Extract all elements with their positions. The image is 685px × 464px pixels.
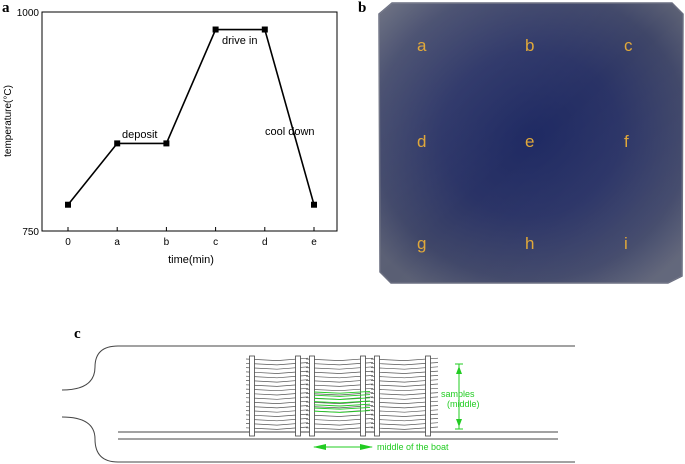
x-tick-label-e: e	[311, 237, 317, 248]
wafer-label-g: g	[417, 234, 427, 253]
samples-arrow-head-up	[456, 366, 462, 374]
tube-outline	[61, 345, 575, 391]
x-tick-label-b: b	[164, 237, 170, 248]
tube-outline-lower	[61, 416, 575, 463]
wafer-label-h: h	[525, 234, 535, 253]
annotation-deposit: deposit	[122, 129, 157, 141]
boat-post	[249, 355, 255, 437]
wafer-label-c: c	[624, 36, 633, 55]
annotation-cool-down: cool down	[265, 126, 315, 138]
boat-post	[295, 355, 301, 437]
boat-middle-arrow-left	[313, 444, 326, 450]
data-point-e	[311, 201, 317, 208]
wafer-label-d: d	[417, 132, 427, 151]
x-axis-label: time(min)	[168, 254, 214, 266]
y-tick-label-750: 750	[22, 227, 39, 238]
samples-label: samples	[441, 389, 475, 399]
panel-a-label: a	[2, 0, 10, 16]
wafer-gloss	[379, 3, 683, 283]
data-point-b	[163, 140, 170, 147]
middle-sample-line	[313, 397, 371, 401]
data-point-d	[261, 26, 268, 33]
x-tick-label-a: a	[114, 237, 120, 248]
temperature-profile-chart: 750 1000 0 a b c d e deposit drive in cool dow…	[3, 8, 338, 266]
middle-sample-line	[313, 400, 371, 404]
wafer-stacks	[245, 355, 439, 437]
data-point-c	[212, 26, 219, 33]
x-tick-label-d: d	[262, 237, 268, 248]
middle-sample-line	[313, 410, 371, 413]
furnace-tube-diagram: samples (middle) middle of the boat	[61, 345, 575, 463]
y-axis-label: temperature(°C)	[3, 85, 14, 157]
temperature-line	[67, 28, 315, 206]
y-tick-label-1000: 1000	[17, 8, 40, 19]
boat-post	[309, 355, 315, 437]
x-tick-label-0: 0	[65, 237, 71, 248]
plot-frame	[41, 11, 338, 232]
boat-post	[374, 355, 380, 437]
wafer-label-a: a	[417, 36, 427, 55]
boat-middle-arrow-right	[360, 444, 373, 450]
boat-post	[425, 355, 431, 437]
boat-middle-label: middle of the boat	[377, 442, 449, 452]
wafer-label-f: f	[624, 132, 629, 151]
samples-sub-label: (middle)	[447, 399, 480, 409]
data-point-a	[114, 140, 121, 147]
wafer-label-i: i	[624, 234, 628, 253]
boat-post	[360, 355, 366, 437]
middle-sample-line	[313, 403, 371, 407]
panel-b-label: b	[358, 0, 367, 16]
wafer-photo: a b c d e f g h i	[374, 0, 685, 285]
wafer-label-b: b	[525, 36, 535, 55]
middle-sample-line	[313, 394, 371, 397]
x-tick-label-c: c	[213, 237, 218, 248]
wafer-label-e: e	[525, 132, 535, 151]
data-point-0	[65, 201, 71, 208]
middle-sample-line	[313, 390, 371, 394]
panel-c-label: c	[74, 326, 81, 342]
middle-samples-highlight	[313, 390, 371, 413]
annotation-drive-in: drive in	[222, 35, 257, 47]
samples-arrow-head-down	[456, 419, 462, 427]
middle-sample-line	[313, 406, 371, 410]
